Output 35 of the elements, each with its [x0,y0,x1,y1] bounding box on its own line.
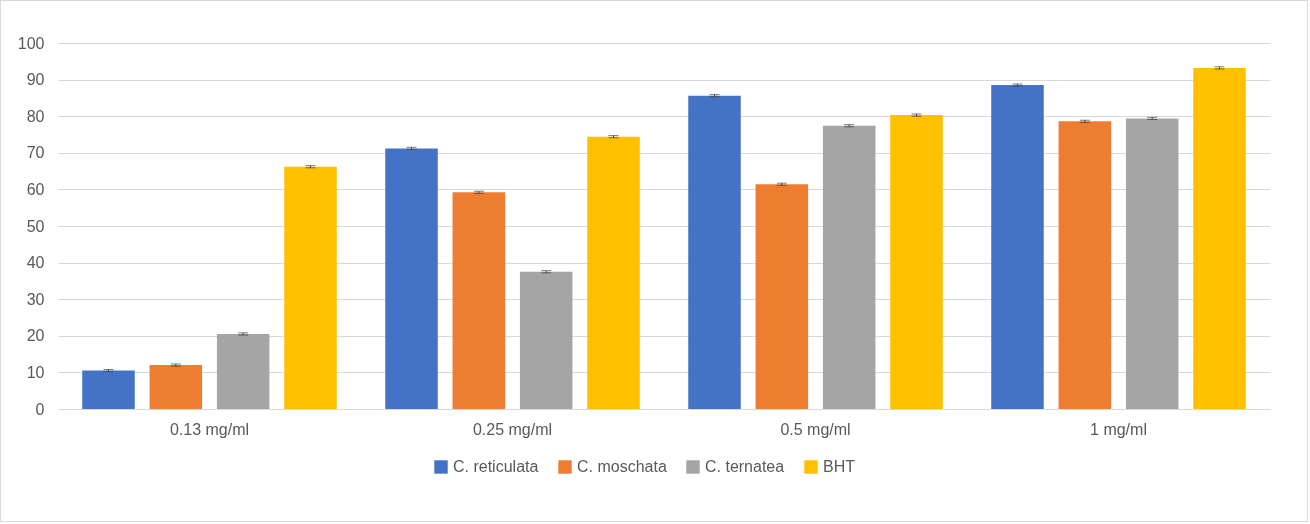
y-tick-label: 0 [35,400,45,418]
x-tick-label: 0.25 mg/ml [472,420,553,438]
bar [890,115,943,409]
bar [519,271,573,409]
legend-label: C. reticulata [453,458,539,475]
bar [385,148,438,409]
bar [1193,67,1246,409]
x-tick-label: 0.13 mg/ml [169,420,250,438]
y-tick-label: 100 [17,34,45,52]
y-tick-label: 60 [26,180,45,198]
bar [755,184,809,409]
legend-label: BHT [823,458,856,475]
y-tick-label: 20 [26,327,45,345]
bar [149,365,203,409]
bar [822,125,876,409]
y-tick-label: 50 [26,217,45,235]
legend-label: C. moschata [577,458,667,475]
bar [1125,118,1179,409]
bar [991,85,1044,409]
y-tick-label: 10 [26,363,45,381]
y-tick-label: 30 [26,290,45,308]
bar [1058,121,1112,409]
y-tick-label: 80 [26,107,45,125]
bar [284,166,337,409]
y-tick-label: 70 [26,144,45,162]
bar [452,192,506,409]
y-tick-label: 40 [26,254,45,272]
legend-label: C. ternatea [705,458,785,475]
bar [216,333,270,409]
bar [587,136,640,409]
y-tick-label: 90 [26,71,45,89]
x-tick-label: 0.5 mg/ml [780,420,851,438]
bar [82,370,135,409]
x-tick-label: 1 mg/ml [1090,420,1147,438]
bar [688,95,741,409]
